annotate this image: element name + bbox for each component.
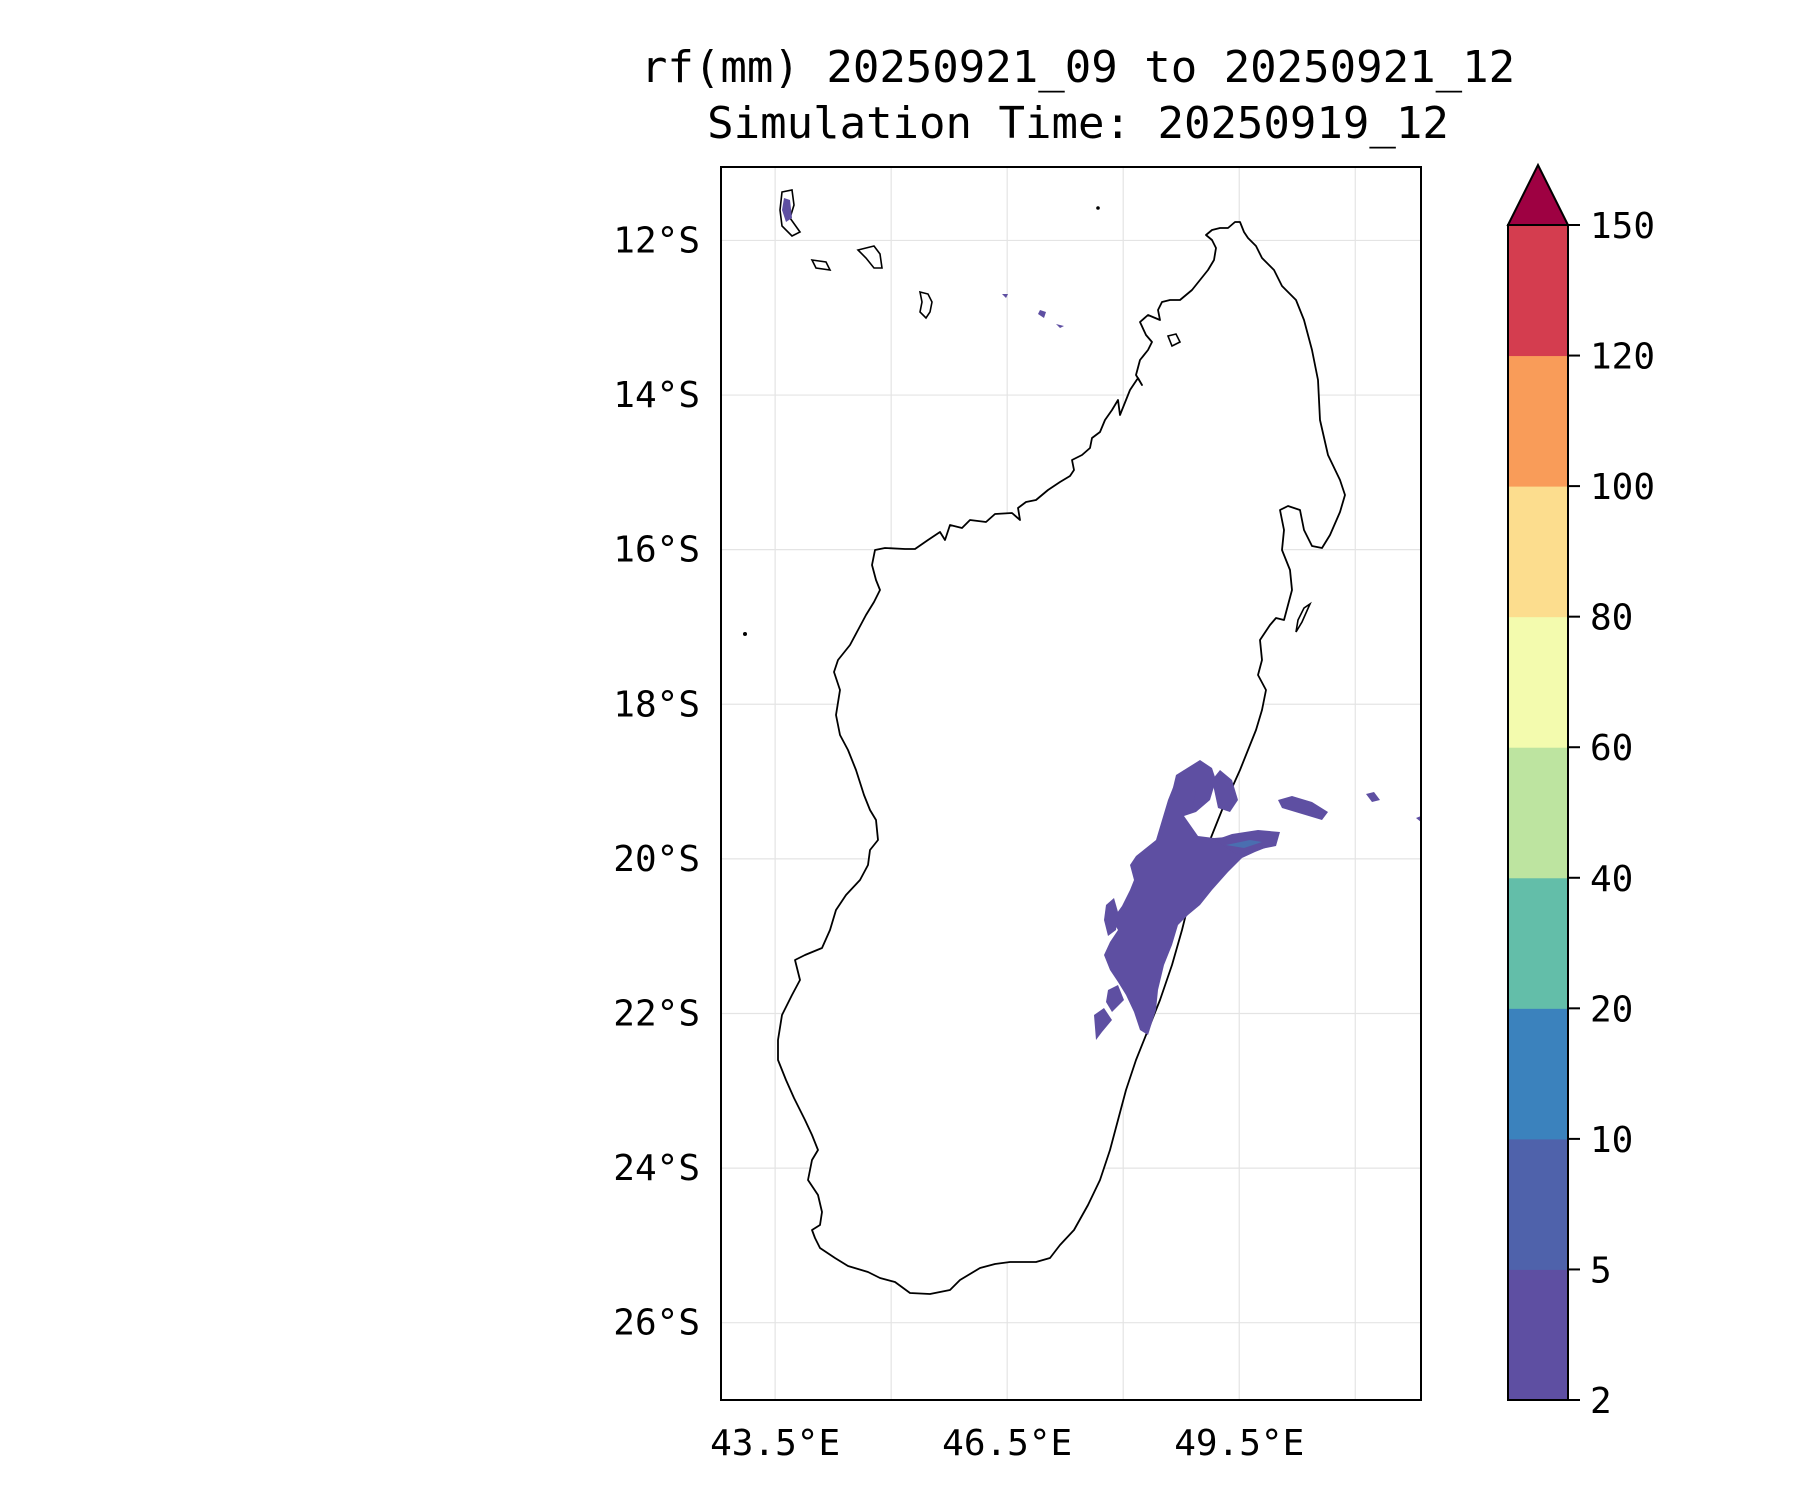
map-frame (720, 166, 1422, 1401)
colorbar-tick-label: 120 (1590, 337, 1655, 378)
title-line-1: rf(mm) 20250921_09 to 20250921_12 (641, 42, 1515, 93)
colorbar-tick-label: 60 (1590, 728, 1633, 769)
colorbar-segment (1508, 355, 1568, 487)
colorbar-segment (1508, 1138, 1568, 1270)
rain-patch-blue (1226, 840, 1262, 848)
rainfall-patches (782, 198, 1421, 1040)
colorbar: 2 5 10 20 40 60 80 100 120 150 (1506, 162, 1655, 1422)
lat-tick-label: 22°S (613, 993, 700, 1034)
rain-patch-south (1094, 1008, 1112, 1040)
rain-patch-north (1170, 770, 1196, 815)
colorbar-segment (1508, 877, 1568, 1009)
lat-tick-label: 24°S (613, 1148, 700, 1189)
longitude-tick-labels: 43.5°E 46.5°E 49.5°E (710, 1423, 1304, 1464)
rain-patch-comoros (782, 198, 792, 222)
mayotte-island (918, 290, 933, 320)
lon-tick-label: 43.5°E (710, 1423, 840, 1464)
lat-tick-label: 14°S (613, 375, 700, 416)
colorbar-tick-label: 2 (1590, 1381, 1612, 1422)
juan-de-nova-island (743, 632, 747, 636)
colorbar-extend-arrow (1506, 162, 1570, 226)
rain-patch-main (1104, 760, 1275, 1035)
colorbar-tick-label: 10 (1590, 1120, 1633, 1161)
sainte-marie-island (1295, 601, 1312, 633)
lat-tick-label: 16°S (613, 530, 700, 571)
lat-tick-label: 18°S (613, 684, 700, 725)
map-area (743, 189, 1421, 1295)
glorioso-island (1096, 206, 1100, 210)
rain-patch-offshore-3 (1416, 816, 1421, 822)
lat-tick-label: 26°S (613, 1303, 700, 1344)
colorbar-tick-label: 100 (1590, 467, 1655, 508)
rain-patch-northeast (1212, 770, 1238, 812)
anjouan-island (856, 245, 883, 269)
colorbar-segment (1508, 1269, 1568, 1401)
colorbar-frame (1507, 224, 1569, 1401)
colorbar-tick-label: 80 (1590, 598, 1633, 639)
colorbar-segment (1508, 225, 1568, 357)
colorbar-segment (1508, 747, 1568, 879)
colorbar-segment (1508, 616, 1568, 748)
rain-patch-sea-2 (1038, 310, 1046, 318)
lon-tick-label: 49.5°E (1174, 1423, 1304, 1464)
rain-patch-offshore-1 (1278, 796, 1328, 820)
rain-patch-sea-1 (1002, 294, 1008, 298)
latitude-tick-labels: 12°S 14°S 16°S 18°S 20°S 22°S 24°S 26°S (613, 220, 700, 1343)
moheli-island (810, 258, 832, 272)
rain-patch-sea-3 (1056, 324, 1064, 328)
title-line-2: Simulation Time: 20250919_12 (707, 98, 1449, 149)
colorbar-segment (1508, 1008, 1568, 1140)
lat-tick-label: 12°S (613, 220, 700, 261)
rain-patch-offshore-2 (1366, 792, 1380, 802)
colorbar-tick-label: 5 (1590, 1250, 1612, 1291)
rain-patch-west-1 (1104, 898, 1118, 936)
colorbar-tick-label: 20 (1590, 989, 1633, 1030)
colorbar-tick-label: 150 (1590, 206, 1655, 247)
madagascar-coastline (777, 221, 1346, 1295)
rain-patch-west-2 (1106, 985, 1124, 1012)
lat-tick-label: 20°S (613, 839, 700, 880)
lon-tick-label: 46.5°E (942, 1423, 1072, 1464)
colorbar-segment (1508, 486, 1568, 618)
nosy-be-island (1166, 333, 1182, 348)
colorbar-tick-label: 40 (1590, 859, 1633, 900)
